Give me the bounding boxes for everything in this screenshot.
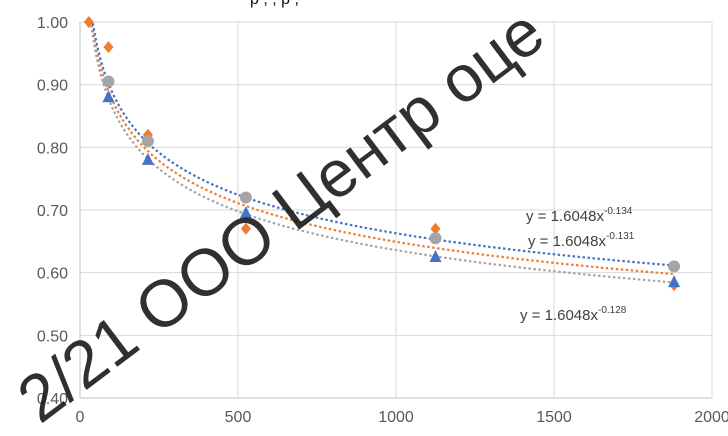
triangle-point — [429, 250, 442, 262]
circle-point — [102, 75, 115, 88]
circle-point — [239, 191, 252, 204]
triangle-point — [668, 275, 681, 288]
y-tick-label: 0.40 — [37, 391, 68, 408]
trend-equation: y = 1.6048x-0.131 — [528, 231, 635, 250]
x-tick-label: 1000 — [378, 409, 414, 426]
circle-point — [668, 260, 681, 273]
trend-equation-base: y = 1.6048x — [520, 307, 598, 324]
watermark: 2/21 ООО Центр оце — [4, 0, 557, 436]
triangle-point — [141, 152, 154, 165]
trendline-series-1 — [88, 20, 673, 284]
chart-header: р , , р , — [250, 0, 299, 8]
y-tick-label: 0.60 — [37, 266, 68, 283]
trend-equation-base: y = 1.6048x — [526, 208, 604, 225]
y-tick-label: 0.90 — [37, 78, 68, 95]
gridlines — [80, 21, 713, 398]
y-tick-label: 0.80 — [37, 140, 68, 157]
x-tick-label: 1500 — [536, 409, 572, 426]
watermark-text: 2/21 ООО Центр оце — [4, 0, 557, 436]
chart-header-text: р , , р , — [250, 0, 299, 8]
x-tick-label: 2000 — [694, 409, 728, 426]
y-tick-label: 1.00 — [37, 15, 68, 32]
circle-point — [429, 232, 442, 245]
diamond-point — [240, 222, 251, 235]
circle-point — [141, 135, 154, 148]
triangle-point — [239, 206, 252, 219]
trendlines — [88, 20, 673, 284]
y-tick-label: 0.50 — [37, 328, 68, 345]
diamond-point — [83, 16, 94, 28]
trend-equation-exponent: -0.134 — [604, 206, 633, 217]
trend-equation: y = 1.6048x-0.134 — [526, 206, 633, 225]
x-tick-label: 500 — [225, 409, 252, 426]
trend-equation: y = 1.6048x-0.128 — [520, 305, 627, 324]
triangle-point — [102, 90, 115, 103]
diamond-point — [430, 222, 441, 235]
trendline-series-2 — [88, 20, 673, 267]
trend-equation-base: y = 1.6048x — [528, 233, 606, 250]
trend-equation-exponent: -0.131 — [606, 231, 635, 242]
diamond-point — [103, 41, 114, 54]
trend-equation-exponent: -0.128 — [598, 305, 627, 316]
y-tick-label: 0.70 — [37, 203, 68, 220]
x-tick-label: 0 — [76, 409, 85, 426]
data-points — [83, 16, 681, 292]
axes: 0.40 0.50 0.60 0.70 0.80 0.90 1.00 0 500 1000 1500… — [37, 15, 728, 426]
